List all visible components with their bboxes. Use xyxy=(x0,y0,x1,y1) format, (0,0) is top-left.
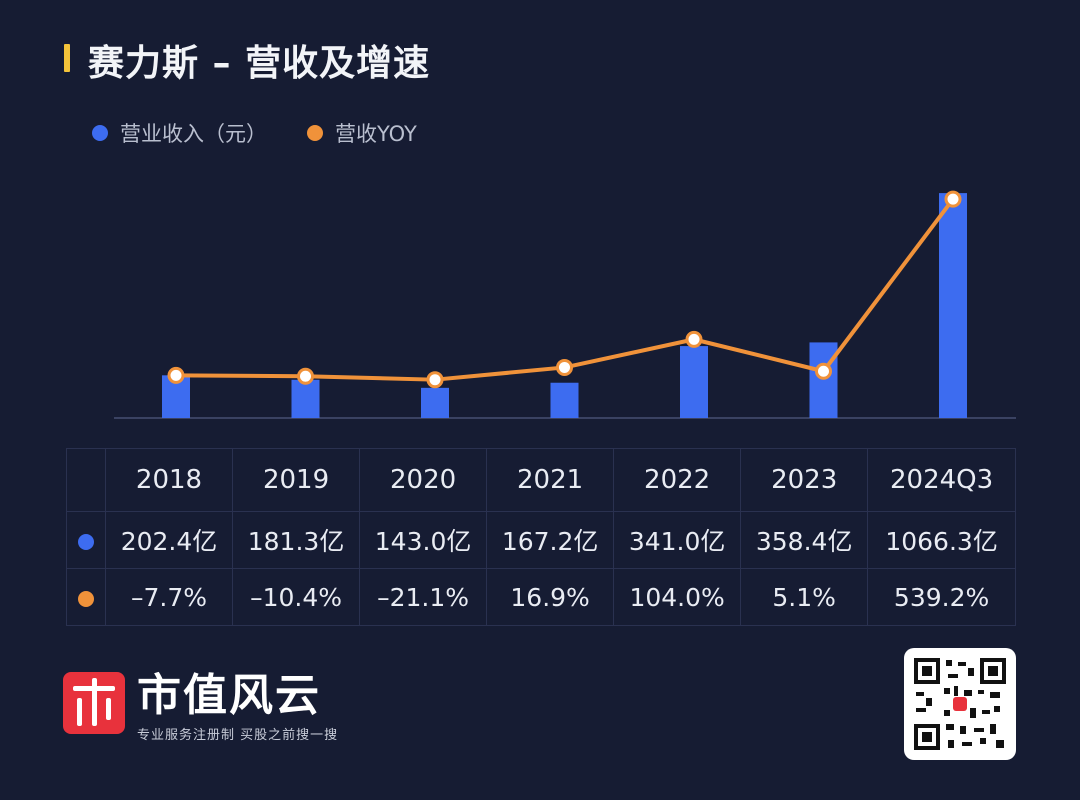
legend-revenue-label: 营业收入（元） xyxy=(120,122,267,146)
title-accent-bar xyxy=(64,44,70,72)
legend-revenue-dot-icon xyxy=(92,125,108,141)
yoy-point-2020 xyxy=(426,371,444,389)
yoy-row-marker xyxy=(66,568,106,626)
yoy-cell: –21.1% xyxy=(359,568,488,626)
yoy-cell: –7.7% xyxy=(104,568,234,626)
table-header-row: 2018 2019 2020 2021 2022 2023 2024Q3 xyxy=(66,448,1016,512)
revenue-cell: 358.4亿 xyxy=(740,511,869,569)
brand-name: 市值风云 xyxy=(137,670,321,721)
table-row-yoy: –7.7% –10.4% –21.1% 16.9% 104.0% 5.1% 53… xyxy=(66,568,1016,626)
shizhifengyun-logo-icon xyxy=(63,672,125,734)
yoy-cell: –10.4% xyxy=(232,568,361,626)
revenue-yoy-chart xyxy=(114,190,1016,419)
legend-item-yoy: 营收YOY xyxy=(307,118,417,148)
yoy-cell: 16.9% xyxy=(486,568,615,626)
data-table: 2018 2019 2020 2021 2022 2023 2024Q3 202… xyxy=(66,448,1016,626)
year-cell: 2019 xyxy=(232,448,361,512)
legend-yoy-label: 营收YOY xyxy=(335,122,417,146)
revenue-bars xyxy=(162,193,967,418)
brand-text: 市值风云 专业服务注册制 买股之前搜一搜 xyxy=(137,670,339,744)
revenue-cell: 167.2亿 xyxy=(486,511,615,569)
table-row-revenue: 202.4亿 181.3亿 143.0亿 167.2亿 341.0亿 358.4… xyxy=(66,511,1016,569)
yoy-point-2018 xyxy=(167,366,185,384)
yoy-point-2019 xyxy=(297,367,314,385)
year-cell: 2023 xyxy=(740,448,869,512)
revenue-cell: 143.0亿 xyxy=(359,511,488,569)
yoy-points xyxy=(167,190,962,389)
revenue-bar-2024Q3 xyxy=(939,193,967,418)
yoy-point-2024Q3 xyxy=(944,190,962,208)
qr-code-graphic xyxy=(914,658,1006,750)
brand-slogan: 专业服务注册制 买股之前搜一搜 xyxy=(137,728,339,743)
revenue-dot-icon xyxy=(78,533,94,550)
yoy-dot-icon xyxy=(78,590,94,607)
legend-item-revenue: 营业收入（元） xyxy=(92,118,267,148)
revenue-cell: 202.4亿 xyxy=(104,511,234,569)
page-title: 赛力斯 – 营收及增速 xyxy=(88,43,431,84)
revenue-bar-2021 xyxy=(550,382,579,418)
year-cell: 2020 xyxy=(359,448,488,512)
revenue-bar-2022 xyxy=(680,346,708,418)
chart-legend: 营业收入（元） 营收YOY xyxy=(92,118,457,148)
yoy-cell: 5.1% xyxy=(740,568,869,626)
brand-block: 市值风云 专业服务注册制 买股之前搜一搜 xyxy=(63,672,338,743)
revenue-bar-2023 xyxy=(809,342,838,418)
year-cell: 2022 xyxy=(613,448,742,512)
yoy-cell: 104.0% xyxy=(613,568,742,626)
revenue-bar-2020 xyxy=(421,387,449,418)
table-corner-cell xyxy=(66,448,106,512)
yoy-point-2022 xyxy=(685,330,703,348)
year-cell: 2018 xyxy=(104,448,234,512)
revenue-cell: 341.0亿 xyxy=(613,511,742,569)
yoy-line xyxy=(175,197,955,382)
revenue-cell: 181.3亿 xyxy=(232,511,361,569)
qr-code-icon[interactable] xyxy=(904,648,1016,760)
yoy-point-2023 xyxy=(815,362,832,380)
revenue-cell: 1066.3亿 xyxy=(867,511,1016,569)
revenue-bar-2019 xyxy=(291,379,320,418)
year-cell: 2021 xyxy=(486,448,615,512)
revenue-row-marker xyxy=(66,511,106,569)
legend-yoy-dot-icon xyxy=(307,125,323,141)
year-cell: 2024Q3 xyxy=(867,448,1016,512)
yoy-cell: 539.2% xyxy=(867,568,1016,626)
yoy-point-2021 xyxy=(556,358,573,376)
